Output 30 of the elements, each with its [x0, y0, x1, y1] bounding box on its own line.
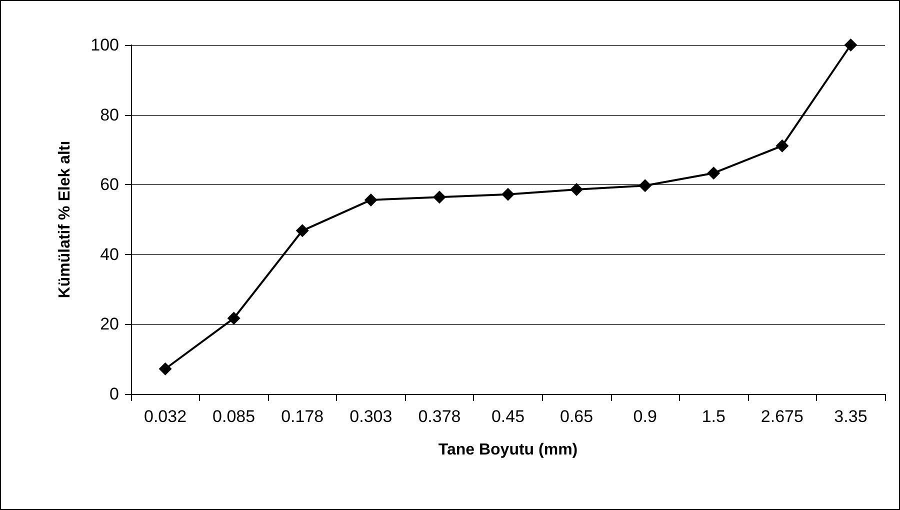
- point: [158, 362, 172, 376]
- point: [707, 166, 720, 180]
- x-tick-label: 0.378: [418, 407, 461, 426]
- x-tick-label: 0.032: [144, 407, 187, 426]
- y-tick-label: 60: [100, 175, 119, 194]
- y-tick-label: 100: [90, 36, 119, 54]
- x-tick-label: 2.675: [760, 407, 804, 426]
- y-tick-label: 0: [110, 384, 119, 404]
- x-tick-label: 0.9: [633, 407, 657, 426]
- point: [227, 312, 240, 325]
- point: [638, 179, 652, 192]
- y-tick-label: 20: [100, 314, 119, 334]
- point: [296, 224, 309, 238]
- x-tick-label: 3.35: [834, 407, 868, 426]
- x-tick-label: 0.65: [560, 407, 594, 426]
- point: [570, 182, 584, 196]
- x-axis-title: Tane Boyutu (mm): [438, 442, 578, 458]
- x-tick-label: 0.085: [212, 407, 256, 426]
- x-tick-label: 0.303: [350, 407, 392, 426]
- y-tick-label: 80: [100, 105, 119, 124]
- point: [776, 139, 789, 152]
- y-axis-title: Kümülatif % Elek altı: [56, 140, 74, 298]
- x-tick-label: 1.5: [702, 407, 726, 426]
- y-tick-label: 40: [100, 244, 119, 264]
- point: [364, 193, 378, 206]
- point: [844, 38, 858, 52]
- x-tick-label: 0.45: [491, 407, 525, 426]
- x-tick-label: 0.178: [281, 407, 324, 426]
- point: [432, 190, 446, 204]
- point: [502, 188, 514, 201]
